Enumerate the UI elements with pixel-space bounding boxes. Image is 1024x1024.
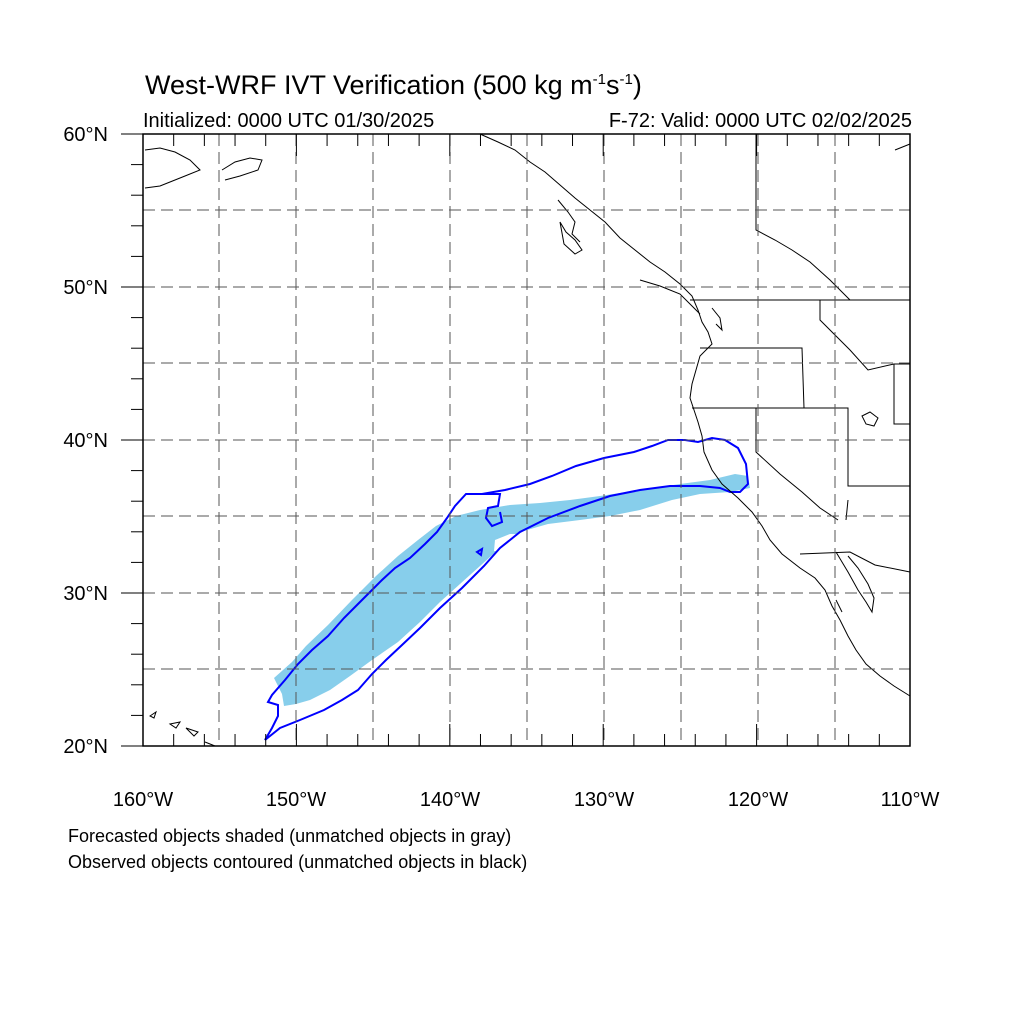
lon-label: 160°W (113, 789, 173, 811)
lat-label: 40°N (63, 430, 108, 452)
observed-contour (264, 436, 750, 741)
observed-contour-notch (482, 493, 504, 528)
lat-label: 60°N (63, 124, 108, 146)
lon-label: 130°W (574, 789, 634, 811)
observed-contour-small (475, 547, 484, 557)
map-title: West-WRF IVT Verification (500 kg m-1s-1… (145, 70, 642, 100)
lon-label: 110°W (881, 789, 940, 811)
valid-time-label: F-72: Valid: 0000 UTC 02/02/2025 (608, 110, 912, 132)
forecast-note: Forecasted objects shaded (unmatched obj… (68, 826, 512, 846)
lat-tick-labels: 60°N 50°N 40°N 30°N 20°N (63, 124, 108, 758)
observed-note: Observed objects contoured (unmatched ob… (68, 852, 528, 872)
axis-ticks (121, 133, 911, 747)
lat-label: 50°N (63, 277, 108, 299)
lat-label: 30°N (63, 583, 108, 605)
grid-lines (143, 134, 910, 746)
coastlines (144, 133, 911, 747)
lon-label: 120°W (728, 789, 788, 811)
state-borders (690, 134, 911, 573)
lat-label: 20°N (63, 736, 108, 758)
lon-label: 140°W (420, 789, 480, 811)
lon-label: 150°W (266, 789, 326, 811)
forecast-object (274, 474, 750, 706)
initialized-label: Initialized: 0000 UTC 01/30/2025 (143, 110, 435, 132)
lon-tick-labels: 160°W 150°W 140°W 130°W 120°W 110°W (113, 789, 940, 811)
